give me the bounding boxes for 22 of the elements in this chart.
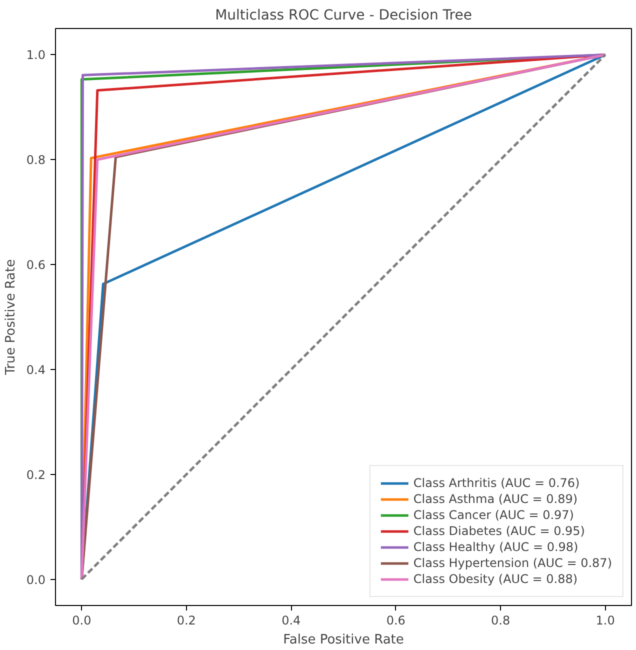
legend-label: Class Asthma (AUC = 0.89) [413,492,578,506]
y-tick-label: 0.2 [26,468,46,482]
legend-label: Class Hypertension (AUC = 0.87) [413,556,612,570]
y-tick-label: 0.8 [26,153,46,168]
x-axis-title: False Positive Rate [283,632,404,648]
y-tick-label: 0.6 [26,258,46,272]
legend-label: Class Obesity (AUC = 0.88) [413,572,578,586]
x-tick-label: 0.0 [72,614,92,628]
y-tick-label: 0.4 [26,362,46,377]
y-tick-label: 1.0 [26,48,46,62]
x-tick-label: 0.6 [386,614,406,628]
y-axis-title: True Positive Rate [3,259,18,376]
legend-label: Class Diabetes (AUC = 0.95) [413,524,585,538]
x-tick-label: 0.2 [176,614,196,628]
legend-label: Class Cancer (AUC = 0.97) [413,508,574,522]
x-tick-label: 0.4 [282,614,301,628]
legend-label: Class Arthritis (AUC = 0.76) [413,476,580,490]
x-tick-label: 1.0 [596,614,615,628]
x-tick-label: 0.8 [491,614,510,628]
chart-title: Multiclass ROC Curve - Decision Tree [215,8,472,24]
legend-label: Class Healthy (AUC = 0.98) [413,540,578,554]
y-tick-label: 0.0 [26,572,46,587]
